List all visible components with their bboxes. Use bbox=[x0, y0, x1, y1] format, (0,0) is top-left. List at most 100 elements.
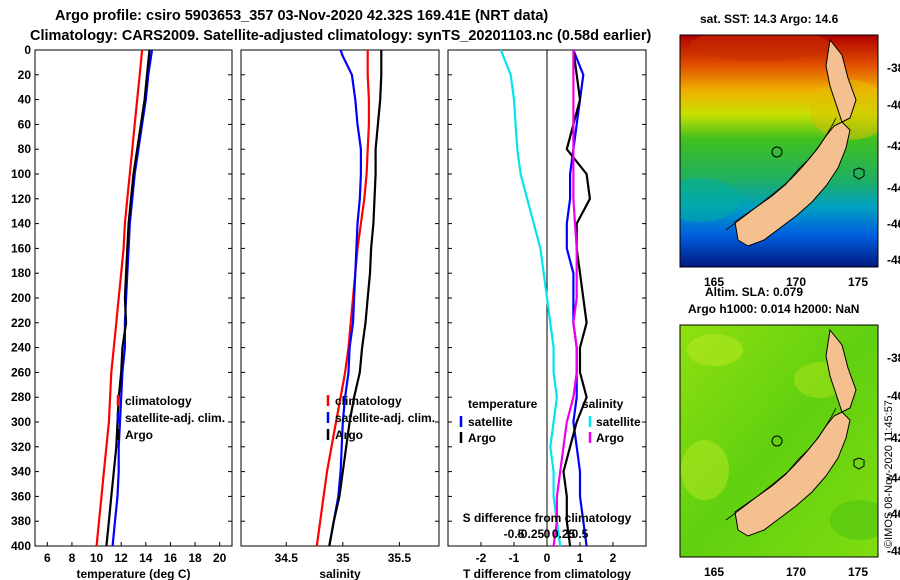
diff-legend-label: satellite bbox=[596, 415, 641, 429]
diff-series-black bbox=[562, 49, 592, 547]
temp-xtick-label: 8 bbox=[69, 551, 76, 565]
sla-ytick: -48 bbox=[887, 544, 900, 558]
diff-salinity-tick-label: -0.5 bbox=[504, 527, 525, 541]
north-island-land bbox=[825, 38, 857, 123]
depth-tick-label: 140 bbox=[11, 217, 31, 231]
sst-ytick: -40 bbox=[887, 98, 900, 112]
depth-tick-label: 380 bbox=[11, 514, 31, 528]
sst-field bbox=[680, 35, 878, 267]
sla-map: Altim. SLA: 0.079 Argo h1000: 0.014 h200… bbox=[679, 285, 900, 579]
temperature-panel: 0 20 40 60 80 100 120 140 160 180 200 220 240 260 280 3… bbox=[11, 43, 233, 580]
sst-map-frame bbox=[679, 34, 879, 268]
sal-frame bbox=[240, 49, 440, 547]
title-line-1: Argo profile: csiro 5903653_357 03-Nov-2… bbox=[55, 8, 548, 24]
diff-legend-title: temperature bbox=[468, 397, 538, 411]
sla-map-title-2: Argo h1000: 0.014 h2000: NaN bbox=[688, 302, 859, 316]
sla-xtick: 165 bbox=[704, 565, 724, 579]
sal-legend-label: Argo bbox=[335, 428, 363, 442]
depth-tick-label: 0 bbox=[24, 43, 31, 57]
temp-series-black bbox=[105, 49, 151, 547]
sla-ytick: -42 bbox=[887, 431, 900, 445]
temp-xtick-label: 12 bbox=[115, 551, 129, 565]
depth-tick-label: 240 bbox=[11, 341, 31, 355]
temp-xtick-label: 10 bbox=[90, 551, 104, 565]
sst-hexagon-marker bbox=[853, 167, 865, 180]
temp-legend-label: climatology bbox=[125, 394, 192, 408]
diff-xtick-label: 1 bbox=[577, 551, 584, 565]
depth-tick-label: 320 bbox=[11, 440, 31, 454]
temp-legend-label: Argo bbox=[125, 428, 153, 442]
sla-ytick: -38 bbox=[887, 351, 900, 365]
depth-tick-label: 180 bbox=[11, 266, 31, 280]
diff-series-magenta bbox=[552, 50, 578, 547]
depth-tick-label: 100 bbox=[11, 167, 31, 181]
sal-legend-label: satellite-adj. clim. bbox=[335, 411, 435, 425]
sla-high-patch bbox=[687, 334, 743, 366]
diff-xtick-label: -2 bbox=[476, 551, 487, 565]
depth-tick-label: 400 bbox=[11, 539, 31, 553]
sla-hexagon-marker bbox=[853, 457, 865, 470]
diff-series-blue bbox=[565, 49, 588, 547]
temp-xlabel: temperature (deg C) bbox=[76, 567, 190, 580]
temp-series-blue bbox=[111, 49, 154, 547]
depth-tick-label: 160 bbox=[11, 241, 31, 255]
diff-legend-title: salinity bbox=[582, 397, 624, 411]
diff-legend-label: Argo bbox=[468, 431, 496, 445]
sal-xlabel: salinity bbox=[319, 567, 361, 580]
sal-xtick-label: 34.5 bbox=[275, 551, 299, 565]
imos-watermark: ©IMOS 08-Nov-2020 11:45:57 bbox=[883, 400, 895, 548]
sla-map-frame bbox=[679, 324, 879, 558]
salinity-panel: 34.5 35 35.5 salinity climatology satellite-a… bbox=[240, 49, 440, 580]
diff-xtick-label: 0 bbox=[544, 551, 551, 565]
diff-legend-label: satellite bbox=[468, 415, 513, 429]
sal-series-blue bbox=[328, 49, 362, 547]
sla-ytick: -46 bbox=[887, 507, 900, 521]
diff-salinity-tick-label: -0.25 bbox=[517, 527, 545, 541]
depth-tick-label: 200 bbox=[11, 291, 31, 305]
depth-tick-label: 120 bbox=[11, 192, 31, 206]
sal-xtick-label: 35.5 bbox=[388, 551, 412, 565]
depth-tick-label: 220 bbox=[11, 316, 31, 330]
temp-xtick-label: 18 bbox=[188, 551, 202, 565]
depth-tick-label: 80 bbox=[18, 142, 32, 156]
sst-warm-patch bbox=[690, 35, 830, 61]
sst-ytick: -46 bbox=[887, 217, 900, 231]
sst-ytick: -38 bbox=[887, 61, 900, 75]
sla-ytick: -44 bbox=[887, 471, 900, 485]
sst-map-title: sat. SST: 14.3 Argo: 14.6 bbox=[700, 12, 839, 26]
diff-xtick-label: -1 bbox=[509, 551, 520, 565]
diff-salinity-tick-label: 0.25 bbox=[552, 527, 576, 541]
temp-xtick-label: 14 bbox=[139, 551, 153, 565]
sla-bathymetry-contour bbox=[725, 407, 837, 521]
sst-ytick: -44 bbox=[887, 181, 900, 195]
depth-tick-label: 60 bbox=[18, 117, 32, 131]
temp-series-red bbox=[95, 49, 144, 547]
sla-ytick: -40 bbox=[887, 389, 900, 403]
depth-tick-label: 340 bbox=[11, 465, 31, 479]
temp-xtick-label: 6 bbox=[44, 551, 51, 565]
sst-argo-marker bbox=[771, 146, 783, 158]
diff-xtick-label: 2 bbox=[610, 551, 617, 565]
diff-series-cyan bbox=[499, 49, 562, 547]
sst-map: sat. SST: 14.3 Argo: 14.6 -38 -40 -42 -4… bbox=[679, 12, 900, 289]
depth-tick-label: 300 bbox=[11, 415, 31, 429]
south-island-land bbox=[734, 121, 851, 247]
sst-ytick: -42 bbox=[887, 139, 900, 153]
temp-frame bbox=[34, 49, 233, 547]
diff-salinity-tick-label: 0.5 bbox=[572, 527, 589, 541]
difference-panel: -2 -1 0 1 2 T difference from climatology temp… bbox=[447, 49, 647, 580]
sst-ytick: -48 bbox=[887, 253, 900, 267]
sst-bathymetry-contour bbox=[725, 117, 837, 231]
title-line-2: Climatology: CARS2009. Satellite-adjuste… bbox=[30, 28, 651, 44]
sla-xtick: 170 bbox=[786, 565, 806, 579]
diff-legend-label: Argo bbox=[596, 431, 624, 445]
depth-tick-label: 280 bbox=[11, 390, 31, 404]
temp-xtick-label: 20 bbox=[213, 551, 227, 565]
sal-xtick-label: 35 bbox=[336, 551, 350, 565]
sla-argo-marker bbox=[771, 435, 783, 447]
temp-xtick-label: 16 bbox=[164, 551, 178, 565]
depth-tick-label: 40 bbox=[18, 93, 32, 107]
sst-xtick: 170 bbox=[786, 275, 806, 289]
sal-legend-label: climatology bbox=[335, 394, 402, 408]
